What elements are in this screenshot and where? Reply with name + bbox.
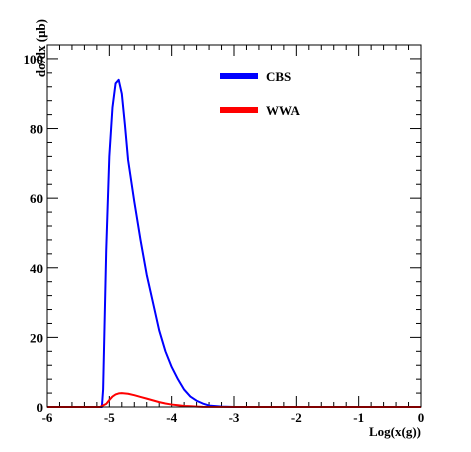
- legend-label-wwa: WWA: [266, 103, 301, 118]
- series-line-wwa: [47, 392, 422, 408]
- legend-swatch-cbs: [220, 73, 258, 79]
- y-tick-label: 60: [30, 191, 43, 206]
- y-tick-label: 100: [24, 52, 44, 67]
- y-axis-title: dσ/dx (μb): [33, 19, 48, 77]
- y-tick-labels: 0 20 40 60 80 100: [24, 52, 44, 415]
- legend-swatch-wwa: [220, 107, 258, 113]
- series-layer: [47, 78, 422, 408]
- y-tick-label: 40: [30, 261, 43, 276]
- x-tick-label: -2: [291, 410, 302, 425]
- legend: CBS WWA: [220, 69, 301, 118]
- x-tick-label: -6: [42, 410, 53, 425]
- y-tick-label: 20: [30, 330, 43, 345]
- y-tick-label: 0: [37, 400, 44, 415]
- plot-frame: [46, 44, 422, 408]
- minor-ticks: [47, 44, 421, 407]
- legend-label-cbs: CBS: [266, 69, 291, 84]
- y-tick-label: 80: [30, 122, 43, 137]
- x-tick-label: -3: [229, 410, 240, 425]
- x-tick-label: -1: [353, 410, 364, 425]
- x-axis-title: Log(x(g)): [369, 424, 421, 439]
- x-tick-labels: -6 -5 -4 -3 -2 -1 0: [42, 410, 425, 425]
- x-tick-label: -5: [104, 410, 115, 425]
- x-tick-label: 0: [418, 410, 425, 425]
- x-tick-label: -4: [166, 410, 177, 425]
- series-line-cbs: [47, 78, 421, 408]
